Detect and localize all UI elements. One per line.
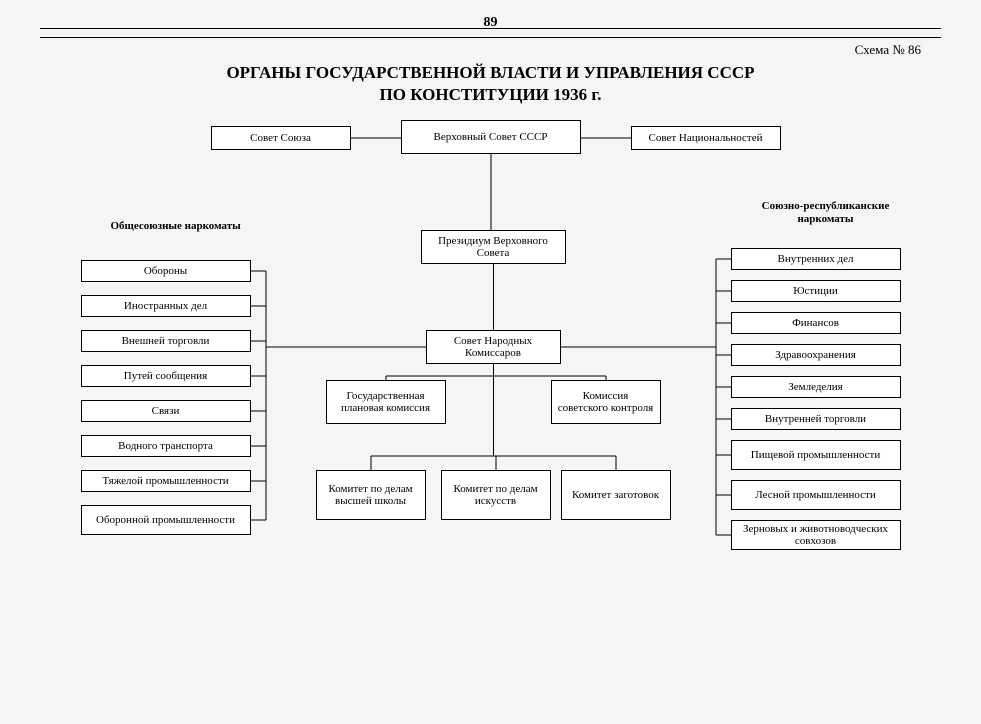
- soviet-of-union: Совет Союза: [211, 126, 351, 150]
- soviet-of-nationalities: Совет Национальностей: [631, 126, 781, 150]
- right-narkomat-0: Внутренних дел: [731, 248, 901, 270]
- rule-top2: [40, 37, 941, 38]
- title-line1: ОРГАНЫ ГОСУДАРСТВЕННОЙ ВЛАСТИ И УПРАВЛЕН…: [226, 63, 754, 82]
- page: 89 Схема № 86 ОРГАНЫ ГОСУДАРСТВЕННОЙ ВЛА…: [0, 0, 981, 724]
- org-chart: Общесоюзные наркоматы Союзно-республиканс…: [51, 120, 931, 640]
- left-narkomat-2: Внешней торговли: [81, 330, 251, 352]
- left-narkomat-7: Оборонной промышленности: [81, 505, 251, 535]
- page-number: 89: [40, 15, 941, 31]
- right-narkomat-3: Здравоохранения: [731, 344, 901, 366]
- right-narkomat-4: Земледелия: [731, 376, 901, 398]
- sovnarkom: Совет Народных Комиссаров: [426, 330, 561, 364]
- title-line2: ПО КОНСТИТУЦИИ 1936 г.: [380, 85, 602, 104]
- right-narkomat-7: Лесной промышленности: [731, 480, 901, 510]
- committee-procurement: Комитет заготовок: [561, 470, 671, 520]
- right-narkomat-5: Внутренней торговли: [731, 408, 901, 430]
- left-narkomat-5: Водного транспорта: [81, 435, 251, 457]
- left-narkomat-3: Путей сообщения: [81, 365, 251, 387]
- committee-arts: Комитет по делам искусств: [441, 470, 551, 520]
- left-column-heading: Общесоюзные наркоматы: [111, 220, 241, 233]
- right-narkomat-1: Юстиции: [731, 280, 901, 302]
- scheme-number: Схема № 86: [40, 42, 921, 58]
- right-narkomat-8: Зерновых и животноводческих совхозов: [731, 520, 901, 550]
- right-narkomat-2: Финансов: [731, 312, 901, 334]
- control-commission: Комиссия советского контроля: [551, 380, 661, 424]
- left-narkomat-6: Тяжелой промышленности: [81, 470, 251, 492]
- right-narkomat-6: Пищевой промышленности: [731, 440, 901, 470]
- gosplan: Государственная плановая комиссия: [326, 380, 446, 424]
- supreme-soviet: Верховный Совет СССР: [401, 120, 581, 154]
- diagram-title: ОРГАНЫ ГОСУДАРСТВЕННОЙ ВЛАСТИ И УПРАВЛЕН…: [40, 62, 941, 106]
- committee-higher-school: Комитет по делам высшей школы: [316, 470, 426, 520]
- left-narkomat-1: Иностранных дел: [81, 295, 251, 317]
- presidium: Президиум Верховного Совета: [421, 230, 566, 264]
- right-column-heading: Союзно-республиканские наркоматы: [751, 200, 901, 225]
- left-narkomat-4: Связи: [81, 400, 251, 422]
- left-narkomat-0: Обороны: [81, 260, 251, 282]
